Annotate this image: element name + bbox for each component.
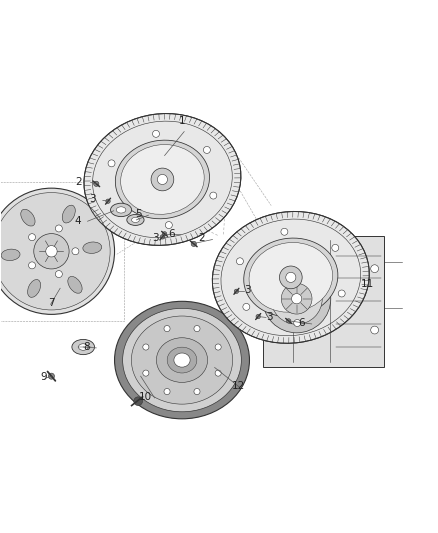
Ellipse shape	[115, 301, 250, 419]
Ellipse shape	[78, 344, 88, 350]
Ellipse shape	[28, 279, 41, 297]
Circle shape	[162, 232, 167, 236]
Ellipse shape	[83, 242, 102, 253]
Ellipse shape	[21, 209, 35, 226]
Text: 2: 2	[75, 176, 82, 187]
Circle shape	[281, 284, 312, 314]
Circle shape	[114, 206, 121, 213]
Circle shape	[0, 188, 115, 314]
Text: 3: 3	[266, 312, 272, 321]
Text: 6: 6	[298, 318, 305, 328]
Circle shape	[152, 131, 159, 138]
Ellipse shape	[84, 114, 241, 245]
Circle shape	[106, 199, 110, 204]
Ellipse shape	[212, 212, 369, 343]
Text: 10: 10	[138, 392, 152, 402]
Circle shape	[164, 389, 170, 394]
Ellipse shape	[174, 353, 190, 367]
Ellipse shape	[1, 249, 20, 261]
Text: 6: 6	[168, 229, 174, 239]
Ellipse shape	[72, 340, 95, 354]
Circle shape	[279, 266, 302, 289]
Circle shape	[108, 160, 115, 167]
Ellipse shape	[167, 347, 197, 373]
Circle shape	[338, 290, 345, 297]
Circle shape	[28, 233, 35, 241]
Circle shape	[210, 192, 217, 199]
Circle shape	[215, 370, 221, 376]
Circle shape	[194, 326, 200, 332]
Text: 2: 2	[198, 233, 205, 243]
Circle shape	[151, 168, 174, 191]
Circle shape	[191, 241, 196, 246]
Ellipse shape	[116, 207, 126, 213]
Circle shape	[286, 272, 296, 282]
Circle shape	[160, 235, 165, 239]
Circle shape	[143, 370, 149, 376]
Circle shape	[286, 319, 291, 323]
Ellipse shape	[123, 309, 241, 412]
Circle shape	[332, 245, 339, 252]
Ellipse shape	[131, 217, 139, 222]
Ellipse shape	[244, 238, 338, 317]
Circle shape	[157, 174, 167, 184]
Circle shape	[46, 246, 57, 257]
Ellipse shape	[110, 203, 131, 216]
Ellipse shape	[120, 144, 204, 214]
Circle shape	[134, 397, 142, 406]
Text: 9: 9	[41, 373, 47, 383]
Text: 4: 4	[74, 216, 81, 226]
Text: 3: 3	[244, 286, 251, 295]
Ellipse shape	[115, 140, 209, 219]
Ellipse shape	[156, 338, 208, 382]
Text: 12: 12	[232, 381, 245, 391]
Circle shape	[203, 147, 210, 154]
Circle shape	[371, 326, 378, 334]
Circle shape	[55, 271, 62, 278]
Circle shape	[34, 233, 69, 269]
FancyBboxPatch shape	[262, 236, 385, 367]
Text: 8: 8	[83, 342, 89, 352]
Ellipse shape	[131, 316, 233, 404]
Text: 5: 5	[135, 209, 142, 219]
Circle shape	[281, 228, 288, 235]
Circle shape	[234, 289, 239, 294]
Circle shape	[194, 389, 200, 394]
Ellipse shape	[249, 243, 332, 312]
Text: 7: 7	[48, 298, 55, 309]
Text: 11: 11	[360, 279, 374, 289]
Circle shape	[48, 373, 54, 379]
Circle shape	[262, 264, 331, 333]
Circle shape	[72, 248, 79, 255]
Text: 1: 1	[179, 116, 185, 126]
Ellipse shape	[62, 205, 75, 223]
FancyBboxPatch shape	[275, 227, 342, 236]
Circle shape	[143, 344, 149, 350]
Circle shape	[371, 265, 378, 272]
Text: 3: 3	[152, 233, 159, 243]
Circle shape	[94, 181, 99, 187]
Circle shape	[237, 258, 244, 265]
Circle shape	[292, 294, 302, 304]
Circle shape	[243, 303, 250, 310]
Ellipse shape	[127, 214, 144, 225]
Circle shape	[215, 344, 221, 350]
Circle shape	[0, 192, 110, 310]
Circle shape	[256, 314, 260, 319]
Circle shape	[164, 326, 170, 332]
Circle shape	[55, 225, 62, 232]
Circle shape	[166, 222, 172, 229]
Circle shape	[28, 262, 35, 269]
Text: 3: 3	[89, 194, 96, 204]
Ellipse shape	[68, 277, 82, 293]
Circle shape	[271, 273, 322, 324]
Circle shape	[294, 319, 301, 327]
